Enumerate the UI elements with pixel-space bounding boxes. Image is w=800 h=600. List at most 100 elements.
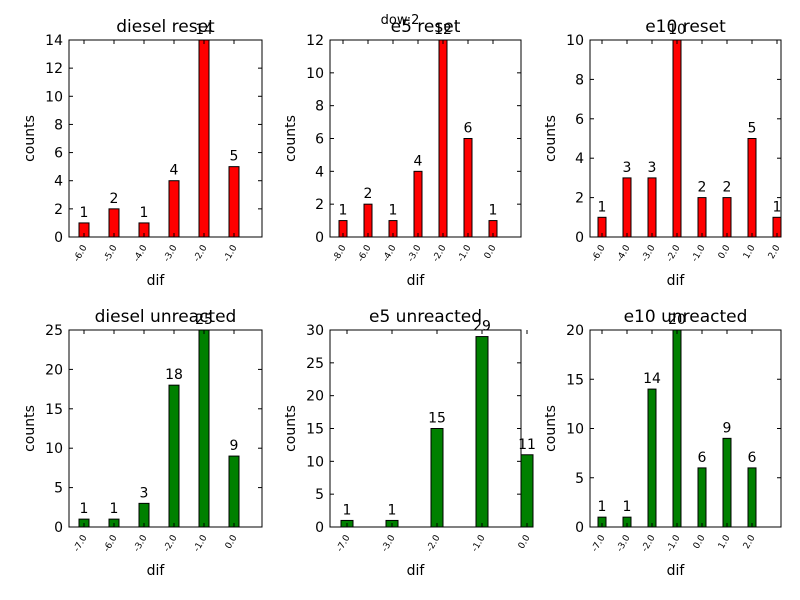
x-tick-label: -6.0 — [590, 243, 608, 263]
data-label: 2 — [110, 191, 119, 207]
bar — [722, 437, 732, 528]
data-label: 1 — [598, 499, 607, 515]
x-tick-label: -3.0 — [380, 533, 398, 553]
x-tick-label: -1.0 — [690, 243, 708, 263]
y-tick-label: 4 — [575, 151, 584, 167]
x-tick-label: 0.0 — [517, 533, 533, 551]
y-tick-label: 15 — [566, 372, 584, 388]
x-tick-label: -1.0 — [470, 533, 488, 553]
data-label: 12 — [434, 22, 452, 38]
chart-panel-4: diesel unreacted 0 5 10 15 20 25 1 -7.0 1 -6.0 3 -3.… — [22, 307, 263, 579]
y-tick-label: 20 — [45, 362, 63, 378]
data-label: 11 — [518, 437, 536, 453]
x-tick-label: -2.0 — [162, 533, 180, 553]
x-tick-label: 1.0 — [742, 243, 758, 261]
data-label: 6 — [698, 450, 707, 466]
bar — [747, 138, 757, 238]
y-tick-label: 5 — [54, 481, 63, 497]
data-label: 3 — [623, 160, 632, 176]
x-tick-label: 2.0 — [742, 533, 758, 551]
bar — [520, 454, 534, 528]
x-axis-label: dif — [407, 563, 426, 579]
y-tick-label: 10 — [306, 66, 324, 82]
chart-panel-6: e10 unreacted 0 5 10 15 20 1 -7.0 1 -3.0 14 -2.0 20 -… — [543, 307, 782, 579]
plot-frame — [329, 39, 522, 238]
chart-title: e10 unreacted — [624, 307, 748, 327]
chart-panel-2: e5 reset 0 2 4 6 8 10 12 1 -8.0 2 -6.0 1 -4.0 4 -3.0 12 -… — [283, 17, 522, 289]
data-label: 1 — [140, 205, 149, 221]
bar — [463, 138, 473, 238]
bar — [475, 336, 489, 528]
bar — [198, 329, 210, 528]
plot-frame — [589, 39, 782, 238]
bar — [722, 197, 732, 238]
y-axis-label: counts — [283, 115, 299, 162]
data-label: 2 — [364, 186, 373, 202]
x-tick-label: -1.0 — [665, 533, 683, 553]
x-tick-label: -4.0 — [381, 243, 399, 263]
y-tick-label: 5 — [575, 471, 584, 487]
data-label: 5 — [748, 121, 757, 137]
y-tick-label: 10 — [566, 33, 584, 49]
y-axis-label: counts — [22, 405, 38, 452]
data-label: 6 — [748, 450, 757, 466]
data-label: 2 — [698, 180, 707, 196]
data-label: 4 — [170, 163, 179, 179]
y-tick-label: 25 — [306, 356, 324, 372]
x-tick-label: -2.0 — [665, 243, 683, 263]
plot-frame — [68, 39, 263, 238]
x-tick-label: -4.0 — [132, 243, 150, 263]
x-tick-label: -7.0 — [590, 533, 608, 553]
y-tick-label: 15 — [306, 422, 324, 438]
data-label: 1 — [489, 203, 498, 219]
y-tick-label: 6 — [575, 112, 584, 128]
x-tick-label: -7.0 — [72, 533, 90, 553]
bar — [198, 39, 210, 238]
x-tick-label: -1.0 — [222, 243, 240, 263]
y-axis-label: counts — [543, 405, 559, 452]
x-tick-label: 0.0 — [692, 533, 708, 551]
y-tick-label: 8 — [54, 117, 63, 133]
data-label: 14 — [643, 371, 661, 387]
y-tick-label: 2 — [575, 191, 584, 207]
data-label: 18 — [165, 367, 183, 383]
y-tick-label: 25 — [45, 323, 63, 339]
data-label: 1 — [339, 203, 348, 219]
y-tick-label: 14 — [45, 33, 63, 49]
x-tick-label: -6.0 — [356, 243, 374, 263]
x-tick-label: -6.0 — [102, 533, 120, 553]
y-tick-label: 10 — [306, 454, 324, 470]
data-label: 29 — [473, 319, 491, 335]
bar — [747, 467, 757, 528]
figure-suptitle: dow:2 — [381, 13, 420, 28]
y-tick-label: 0 — [315, 520, 324, 536]
y-tick-label: 20 — [306, 389, 324, 405]
y-tick-label: 0 — [575, 230, 584, 246]
chart-title: e5 unreacted — [369, 307, 482, 327]
x-tick-label: -8.0 — [331, 243, 349, 263]
data-label: 1 — [773, 199, 782, 215]
bar — [438, 39, 448, 238]
x-tick-label: -1.0 — [192, 533, 210, 553]
x-axis-label: dif — [407, 273, 426, 289]
x-tick-label: -2.0 — [431, 243, 449, 263]
data-label: 2 — [723, 180, 732, 196]
y-tick-label: 0 — [575, 520, 584, 536]
y-tick-label: 6 — [54, 146, 63, 162]
plot-frame — [589, 329, 782, 528]
data-label: 1 — [343, 502, 352, 518]
y-tick-label: 12 — [306, 33, 324, 49]
bar — [622, 177, 632, 238]
data-label: 10 — [668, 22, 686, 38]
data-label: 1 — [80, 501, 89, 517]
data-label: 5 — [230, 149, 239, 165]
y-tick-label: 10 — [45, 441, 63, 457]
chart-panel-1: diesel reset 0 2 4 6 8 10 12 14 1 -6.0 2 -5.0 1 -4.0 4 -… — [22, 17, 263, 289]
bar — [697, 467, 707, 528]
x-tick-label: 0.0 — [224, 533, 240, 551]
y-axis-label: counts — [22, 115, 38, 162]
data-label: 1 — [623, 499, 632, 515]
bar — [430, 428, 444, 528]
data-label: 1 — [388, 502, 397, 518]
y-tick-label: 2 — [315, 197, 324, 213]
